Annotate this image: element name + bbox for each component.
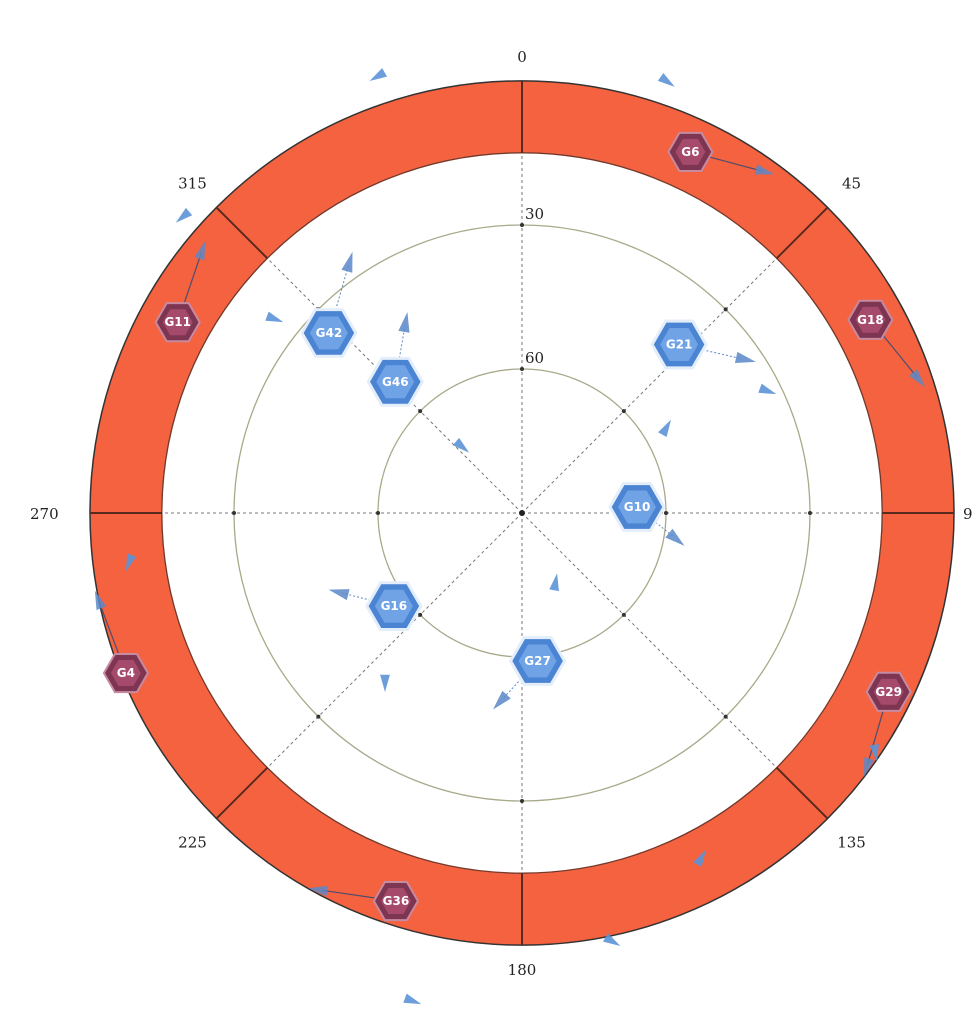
motion-arrow-G27 bbox=[493, 690, 511, 710]
grid-tick-dot bbox=[418, 612, 423, 617]
satellite-label-G29: G29 bbox=[875, 685, 902, 699]
motion-arrow-G4 bbox=[94, 590, 107, 611]
satellite-layer: G42 G46 G21 G10 G16 G27 G6 G18 G29 G36 G11 G4 bbox=[102, 131, 912, 922]
satellite-label-G36: G36 bbox=[383, 894, 410, 908]
motion-arrow-extra-10 bbox=[869, 743, 879, 762]
motion-arrow-G42 bbox=[341, 251, 353, 273]
grid-tick-dot bbox=[520, 367, 524, 371]
satellite-marker-core-G18 bbox=[855, 306, 886, 333]
elevation-label-30: 30 bbox=[525, 205, 544, 223]
motion-arrow-extra-4 bbox=[452, 437, 470, 453]
satellite-label-G4: G4 bbox=[117, 666, 135, 680]
azimuth-label-225: 225 bbox=[178, 834, 207, 852]
motion-arrow-G29 bbox=[864, 757, 875, 777]
azimuth-ring-tick-315 bbox=[215, 206, 269, 260]
grid-tick-dot bbox=[232, 511, 236, 515]
zenith-point bbox=[519, 510, 525, 516]
motion-arrow-G6 bbox=[754, 164, 775, 175]
satellite-marker-core-G46 bbox=[376, 365, 415, 399]
motion-arrow-extra-0 bbox=[369, 68, 387, 81]
motion-arrow-G46 bbox=[398, 312, 410, 333]
azimuth-label-45: 45 bbox=[842, 174, 861, 192]
azimuth-ring-tick-135 bbox=[775, 766, 829, 820]
motion-arrow-extra-7 bbox=[549, 573, 559, 592]
satellite-label-G46: G46 bbox=[382, 375, 409, 389]
satellite-label-G10: G10 bbox=[624, 500, 651, 514]
motion-arrow-extra-9 bbox=[125, 553, 137, 572]
satellite-marker-core-G6 bbox=[675, 138, 706, 165]
motion-arrow-extra-11 bbox=[693, 849, 706, 867]
satellite-marker-core-G36 bbox=[380, 888, 411, 914]
grid-tick-dot bbox=[723, 714, 728, 719]
satellite-label-G42: G42 bbox=[316, 326, 343, 340]
grid-tick-dot bbox=[520, 799, 524, 803]
grid-tick-dot bbox=[808, 511, 812, 515]
grid-tick-dot bbox=[418, 409, 423, 414]
motion-arrow-G18 bbox=[909, 369, 925, 388]
motion-arrow-extra-2 bbox=[175, 207, 193, 223]
grid-tick-dot bbox=[376, 511, 380, 515]
motion-arrow-extra-13 bbox=[403, 993, 422, 1005]
motion-arrow-G11 bbox=[194, 240, 206, 261]
satellite-marker-core-G42 bbox=[309, 316, 348, 350]
motion-arrow-G10 bbox=[665, 528, 685, 546]
motion-arrow-extra-5 bbox=[758, 383, 777, 395]
satellite-marker-core-G27 bbox=[518, 644, 557, 678]
elevation-label-60: 60 bbox=[525, 349, 544, 367]
track-G21 bbox=[679, 344, 743, 360]
satellite-label-G18: G18 bbox=[857, 313, 884, 327]
track-layer bbox=[94, 68, 925, 1005]
satellite-marker-core-G16 bbox=[374, 589, 413, 623]
satellite-label-G11: G11 bbox=[164, 315, 191, 329]
motion-arrow-extra-8 bbox=[380, 674, 390, 692]
motion-arrow-extra-12 bbox=[603, 933, 621, 946]
azimuth-gridline-135 bbox=[521, 512, 777, 768]
motion-arrow-G21 bbox=[734, 351, 756, 363]
azimuth-ring-tick-225 bbox=[215, 766, 269, 820]
grid-tick-dot bbox=[621, 409, 626, 414]
satellite-label-G21: G21 bbox=[666, 337, 693, 351]
motion-arrow-extra-1 bbox=[657, 73, 675, 87]
motion-arrow-G16 bbox=[328, 589, 350, 601]
grid-tick-dot bbox=[664, 511, 668, 515]
satellite-label-G6: G6 bbox=[681, 145, 699, 159]
satellite-marker-core-G21 bbox=[660, 328, 699, 361]
azimuth-gridline-225 bbox=[267, 512, 523, 768]
satellite-marker-core-G4 bbox=[110, 660, 141, 686]
satellite-marker-core-G11 bbox=[162, 309, 193, 336]
grid-tick-dot bbox=[621, 612, 626, 617]
motion-arrow-extra-6 bbox=[658, 419, 671, 437]
satellite-label-G27: G27 bbox=[524, 654, 551, 668]
azimuth-gridline-45 bbox=[521, 258, 777, 514]
motion-arrow-G36 bbox=[308, 885, 328, 897]
grid-tick-dot bbox=[316, 714, 321, 719]
motion-arrow-extra-3 bbox=[265, 311, 284, 323]
satellite-marker-core-G29 bbox=[873, 678, 904, 705]
grid-layer bbox=[89, 80, 955, 946]
azimuth-ring-tick-45 bbox=[775, 206, 829, 260]
azimuth-label-9: 9 bbox=[963, 505, 973, 523]
azimuth-label-270: 270 bbox=[30, 505, 59, 523]
grid-tick-dot bbox=[520, 223, 524, 227]
grid-tick-dot bbox=[723, 307, 728, 312]
azimuth-label-315: 315 bbox=[178, 174, 207, 192]
azimuth-label-0: 0 bbox=[517, 48, 527, 66]
satellite-label-G16: G16 bbox=[381, 599, 408, 613]
azimuth-label-180: 180 bbox=[508, 961, 537, 979]
azimuth-label-135: 135 bbox=[837, 834, 866, 852]
label-layer: 0 45 9 135 180 225 270 315 30 60 bbox=[30, 48, 973, 979]
satellite-marker-core-G10 bbox=[618, 490, 656, 524]
